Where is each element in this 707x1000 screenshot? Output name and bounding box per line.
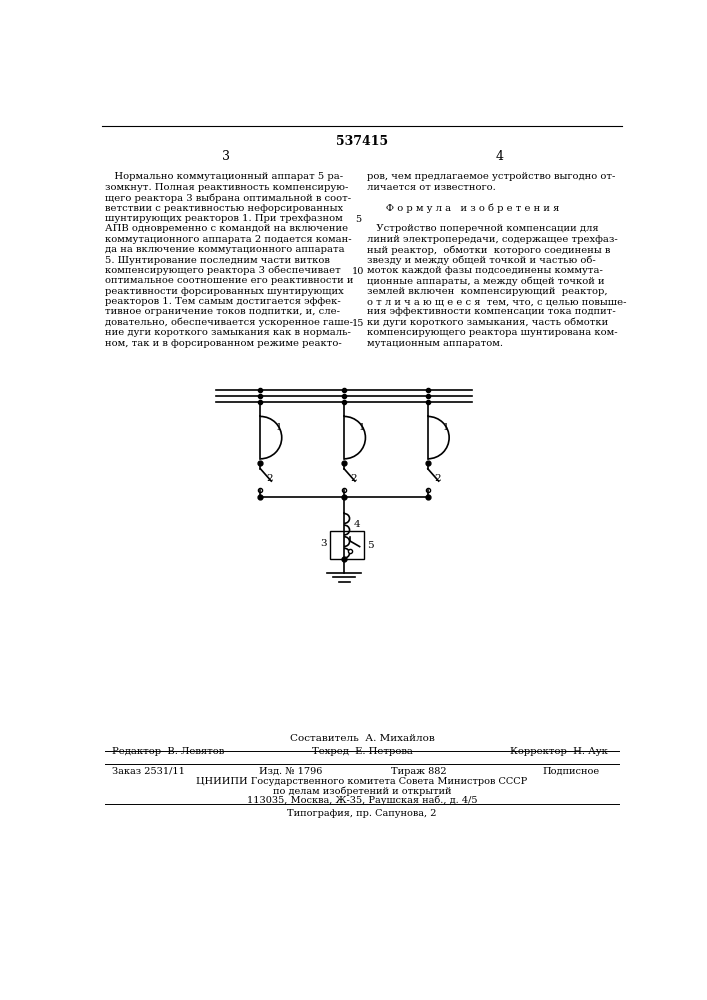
Text: Составитель  А. Михайлов: Составитель А. Михайлов — [290, 734, 434, 743]
Text: Типография, пр. Сапунова, 2: Типография, пр. Сапунова, 2 — [287, 809, 437, 818]
Text: АПВ одновременно с командой на включение: АПВ одновременно с командой на включение — [105, 224, 349, 233]
Text: Редактор  В. Левятов: Редактор В. Левятов — [112, 747, 224, 756]
Text: оптимальное соотношение его реактивности и: оптимальное соотношение его реактивности… — [105, 276, 354, 285]
Text: ный реактор,  обмотки  которого соединены в: ный реактор, обмотки которого соединены … — [368, 245, 611, 255]
Text: 1: 1 — [275, 423, 281, 432]
Text: реакторов 1. Тем самым достигается эффек-: реакторов 1. Тем самым достигается эффек… — [105, 297, 341, 306]
Text: 5: 5 — [355, 215, 361, 224]
Text: ЦНИИПИ Государственного комитета Совета Министров СССР: ЦНИИПИ Государственного комитета Совета … — [197, 777, 527, 786]
Text: щего реактора 3 выбрана оптимальной в соот-: щего реактора 3 выбрана оптимальной в со… — [105, 193, 351, 203]
Text: 5: 5 — [367, 541, 373, 550]
Text: 3: 3 — [320, 539, 327, 548]
Bar — [330, 531, 363, 559]
Text: ние дуги короткого замыкания как в нормаль-: ние дуги короткого замыкания как в норма… — [105, 328, 351, 337]
Text: Устройство поперечной компенсации для: Устройство поперечной компенсации для — [368, 224, 599, 233]
Text: реактивности форсированных шунтирующих: реактивности форсированных шунтирующих — [105, 287, 344, 296]
Text: моток каждой фазы подсоединены коммута-: моток каждой фазы подсоединены коммута- — [368, 266, 603, 275]
Text: ветствии с реактивностью нефорсированных: ветствии с реактивностью нефорсированных — [105, 204, 344, 213]
Text: ном, так и в форсированном режиме реакто-: ном, так и в форсированном режиме реакто… — [105, 339, 342, 348]
Text: мутационным аппаратом.: мутационным аппаратом. — [368, 339, 503, 348]
Text: Тираж 882: Тираж 882 — [391, 767, 446, 776]
Text: о т л и ч а ю щ е е с я  тем, что, с целью повыше-: о т л и ч а ю щ е е с я тем, что, с цель… — [368, 297, 627, 306]
Text: 1: 1 — [443, 423, 449, 432]
Text: 2: 2 — [267, 474, 273, 483]
Text: 4: 4 — [354, 520, 360, 529]
Text: Заказ 2531/11: Заказ 2531/11 — [112, 767, 185, 776]
Text: 2: 2 — [434, 474, 440, 483]
Text: тивное ограничение токов подпитки, и, сле-: тивное ограничение токов подпитки, и, сл… — [105, 307, 341, 316]
Text: Подписное: Подписное — [543, 767, 600, 776]
Text: 4: 4 — [495, 150, 503, 163]
Text: ционные аппараты, а между общей точкой и: ционные аппараты, а между общей точкой и — [368, 276, 605, 286]
Text: шунтирующих реакторов 1. При трехфазном: шунтирующих реакторов 1. При трехфазном — [105, 214, 343, 223]
Text: 10: 10 — [352, 267, 364, 276]
Text: ров, чем предлагаемое устройство выгодно от-: ров, чем предлагаемое устройство выгодно… — [368, 172, 616, 181]
Text: 1: 1 — [359, 423, 366, 432]
Text: линий электропередачи, содержащее трехфаз-: линий электропередачи, содержащее трехфа… — [368, 235, 618, 244]
Text: по делам изобретений и открытий: по делам изобретений и открытий — [273, 786, 451, 796]
Text: Ф о р м у л а   и з о б р е т е н и я: Ф о р м у л а и з о б р е т е н и я — [368, 204, 560, 213]
Text: коммутационного аппарата 2 подается коман-: коммутационного аппарата 2 подается кома… — [105, 235, 352, 244]
Text: зомкнут. Полная реактивность компенсирую-: зомкнут. Полная реактивность компенсирую… — [105, 183, 349, 192]
Text: 2: 2 — [351, 474, 357, 483]
Text: личается от известного.: личается от известного. — [368, 183, 496, 192]
Text: Нормально коммутационный аппарат 5 ра-: Нормально коммутационный аппарат 5 ра- — [105, 172, 344, 181]
Text: землей включен  компенсирующий  реактор,: землей включен компенсирующий реактор, — [368, 287, 608, 296]
Text: ки дуги короткого замыкания, часть обмотки: ки дуги короткого замыкания, часть обмот… — [368, 318, 609, 327]
Text: 113035, Москва, Ж-35, Раушская наб., д. 4/5: 113035, Москва, Ж-35, Раушская наб., д. … — [247, 795, 477, 805]
Text: 3: 3 — [221, 150, 230, 163]
Text: 15: 15 — [352, 319, 364, 328]
Text: Изд. № 1796: Изд. № 1796 — [259, 767, 322, 776]
Text: компенсирующего реактора шунтирована ком-: компенсирующего реактора шунтирована ком… — [368, 328, 618, 337]
Text: да на включение коммутационного аппарата: да на включение коммутационного аппарата — [105, 245, 345, 254]
Text: компенсирующего реактора 3 обеспечивает: компенсирующего реактора 3 обеспечивает — [105, 266, 341, 275]
Text: звезду и между общей точкой и частью об-: звезду и между общей точкой и частью об- — [368, 256, 596, 265]
Text: ния эффективности компенсации тока подпит-: ния эффективности компенсации тока подпи… — [368, 307, 616, 316]
Text: довательно, обеспечивается ускоренное гаше-: довательно, обеспечивается ускоренное га… — [105, 318, 354, 327]
Text: 537415: 537415 — [336, 135, 388, 148]
Text: Техред  Е. Петрова: Техред Е. Петрова — [312, 747, 412, 756]
Text: Корректор  Н. Аук: Корректор Н. Аук — [510, 747, 607, 756]
Text: 5. Шунтирование последним части витков: 5. Шунтирование последним части витков — [105, 256, 330, 265]
